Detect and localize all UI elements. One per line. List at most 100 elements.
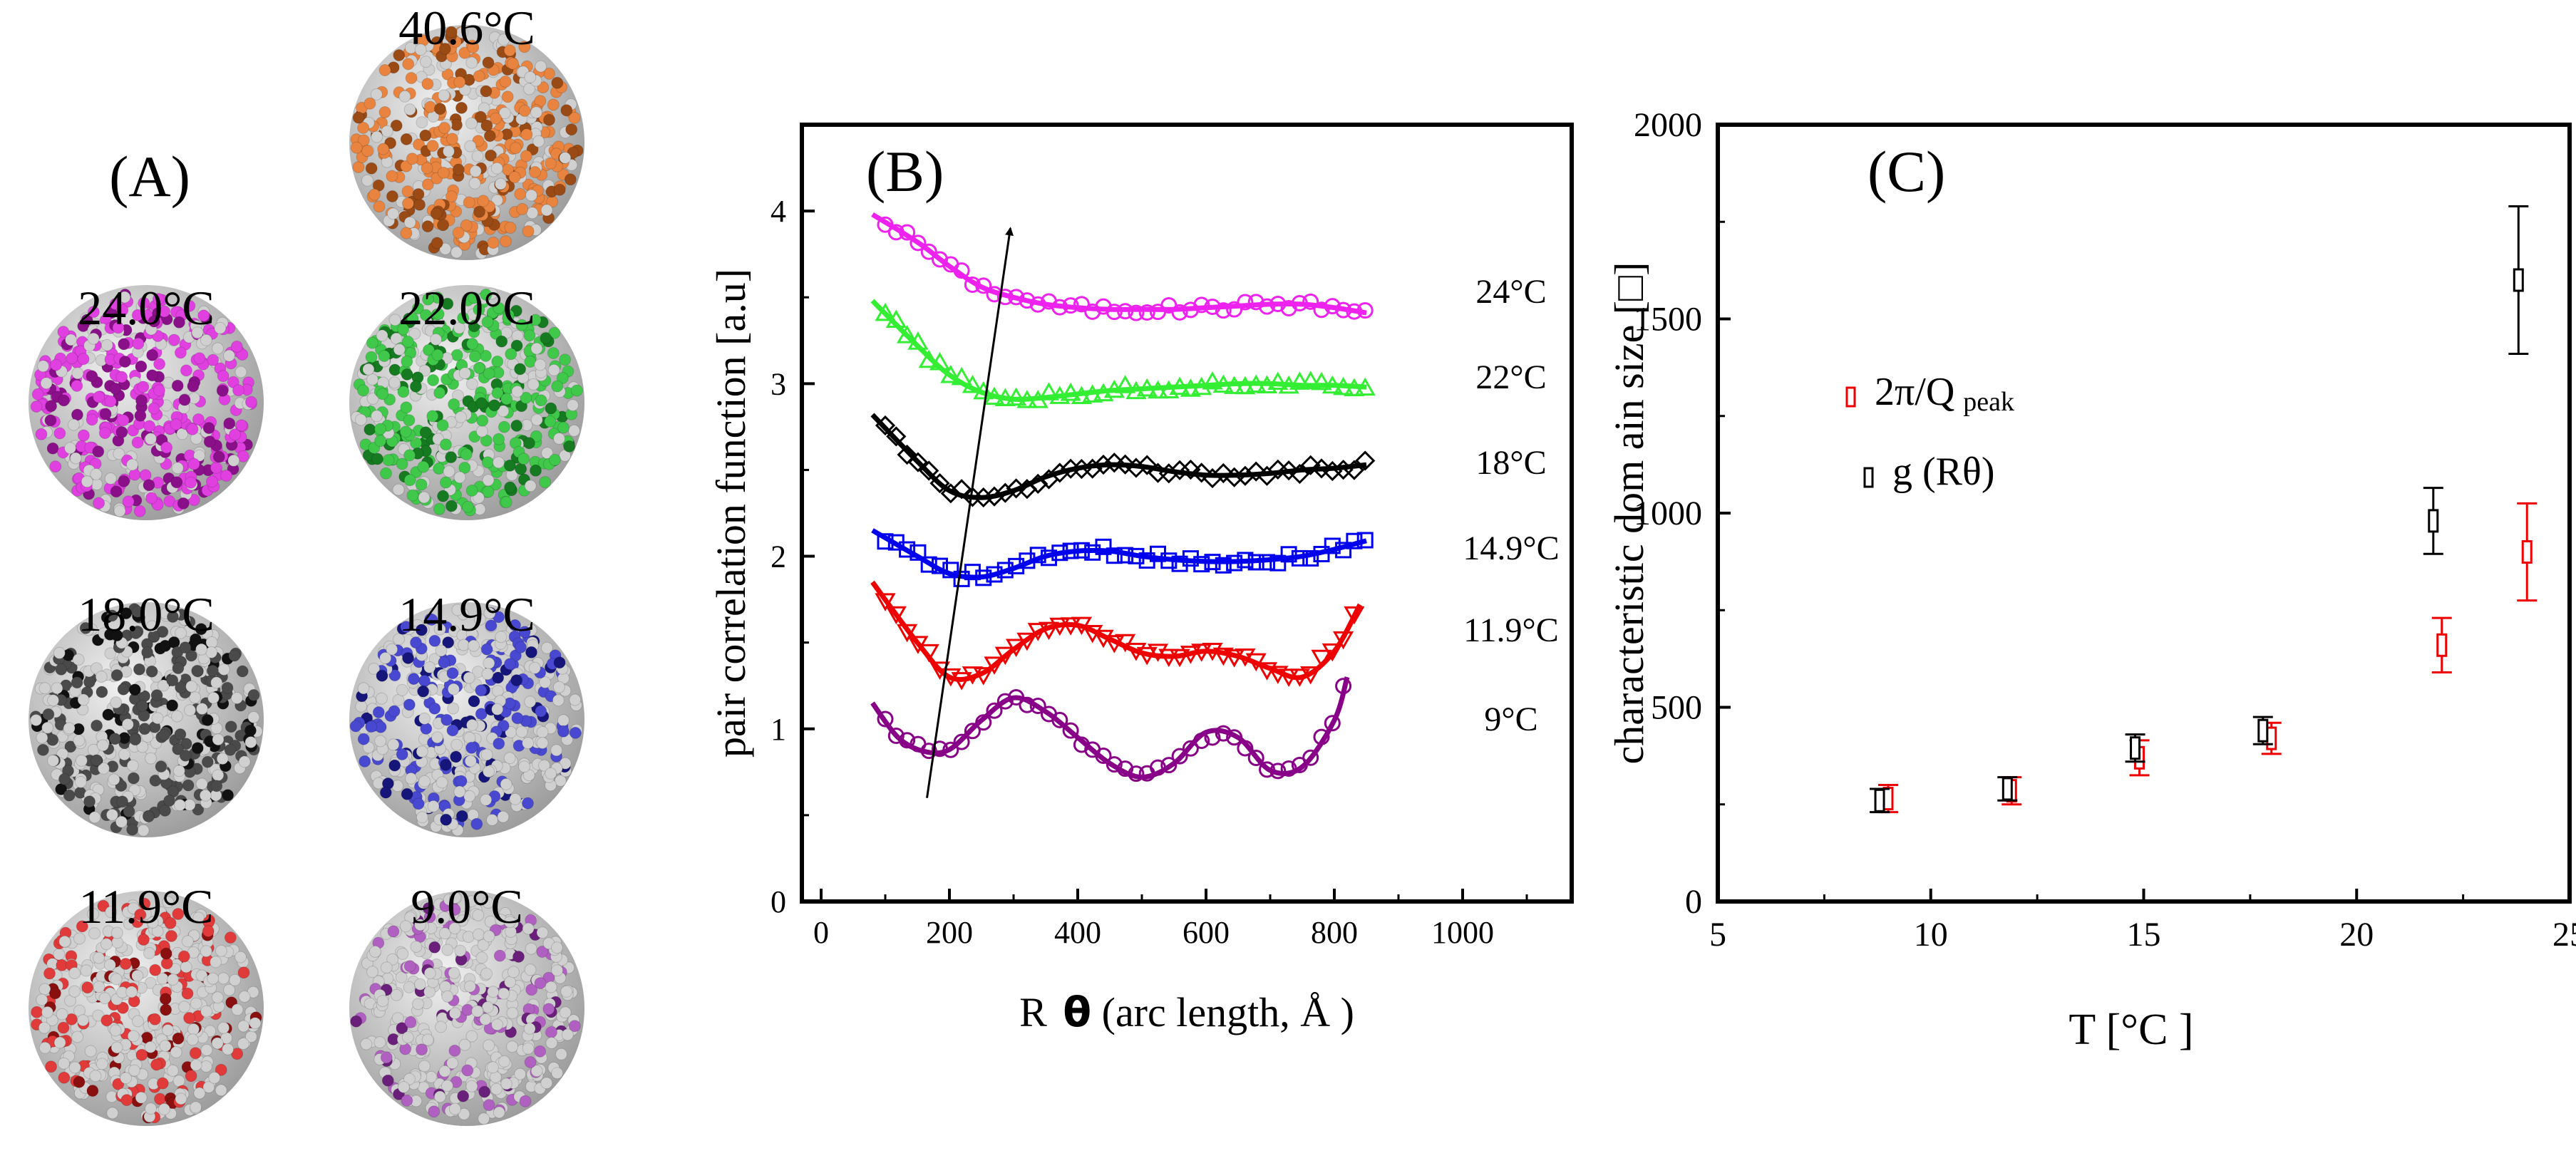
legend-2pi-symbol: 2π [1875, 370, 1915, 414]
bead [180, 961, 192, 973]
bead [153, 358, 166, 371]
bead [545, 402, 557, 415]
bead [480, 793, 493, 806]
bead [36, 743, 49, 756]
bead [43, 967, 56, 980]
bead [455, 775, 468, 787]
bead [407, 673, 420, 686]
legend-2pi-sub: peak [1963, 387, 2014, 417]
sphere-4: 18.0°C [29, 587, 264, 837]
bead [247, 711, 260, 723]
bead [196, 703, 208, 715]
bead [453, 471, 466, 484]
bead [199, 789, 212, 802]
bead [108, 773, 120, 786]
bead [468, 695, 480, 708]
bead [109, 1024, 122, 1037]
bead [368, 188, 381, 201]
bead [557, 725, 570, 738]
bead [501, 91, 514, 103]
bead [182, 779, 195, 792]
bead [195, 643, 208, 656]
bead [418, 491, 431, 504]
bead [481, 668, 494, 681]
x-tick-label: 1000 [1431, 915, 1494, 950]
bead [148, 402, 160, 415]
bead [126, 823, 139, 836]
bead [443, 465, 455, 478]
panel-b-x-label-prefix: R [1019, 989, 1047, 1035]
bead [228, 649, 241, 662]
bead [207, 691, 220, 704]
bead [41, 721, 54, 734]
bead [141, 646, 154, 658]
bead [565, 123, 578, 136]
data-point [2431, 616, 2452, 673]
bead [553, 433, 565, 445]
bead [524, 71, 537, 83]
markers-14.9°C [877, 532, 1374, 587]
bead [227, 454, 240, 467]
bead [402, 58, 415, 71]
bead [174, 346, 187, 359]
bead [53, 948, 66, 961]
bead [53, 427, 66, 440]
bead [112, 321, 125, 334]
bead [145, 752, 157, 765]
bead [387, 738, 400, 751]
bead [503, 459, 516, 472]
y-tick-label: 0 [1685, 883, 1702, 921]
x-tick-label: 200 [926, 915, 973, 950]
bead [491, 703, 504, 715]
bead [460, 448, 473, 460]
legend-2pi-text: /Q [1915, 370, 1954, 414]
bead [58, 394, 70, 407]
bead [221, 681, 234, 694]
bead [63, 722, 76, 735]
bead [523, 1023, 536, 1035]
bead [403, 960, 416, 973]
panel-a-spheres: (A) 40.6°C 24.0°C 22.0°C 18.0°C 14.9°C 11.9°C… [29, 1, 584, 1126]
bead [158, 728, 170, 741]
bead [40, 377, 53, 390]
bead [71, 1030, 84, 1043]
bead [67, 418, 80, 431]
bead [360, 1038, 373, 1050]
bead [412, 188, 425, 200]
bead [493, 456, 505, 469]
bead [159, 993, 172, 1006]
bead [375, 692, 388, 705]
bead [511, 385, 524, 398]
bead [95, 671, 108, 683]
bead [413, 138, 426, 151]
bead [470, 817, 483, 830]
bead [498, 987, 510, 1000]
bead [475, 397, 488, 410]
bead [200, 334, 212, 346]
bead [249, 1017, 262, 1030]
bead [559, 353, 572, 366]
bead [123, 805, 135, 818]
bead [132, 337, 145, 350]
bead [31, 388, 44, 401]
bead [480, 967, 493, 980]
bead [421, 178, 434, 191]
bead [110, 973, 123, 986]
bead [401, 335, 414, 348]
bead [559, 152, 572, 164]
bead [511, 712, 524, 725]
bead [378, 106, 391, 118]
bead [390, 119, 403, 132]
bead [181, 935, 194, 948]
bead [136, 700, 149, 712]
y-tick-label: 3 [771, 366, 786, 401]
bead [465, 117, 478, 130]
bead [401, 368, 413, 381]
bead [447, 702, 460, 715]
bead [417, 685, 430, 698]
panel-b-y-ticks: 0 1 2 3 4 [771, 194, 815, 919]
bead [518, 41, 531, 53]
bead [461, 500, 474, 513]
bead [507, 57, 519, 70]
